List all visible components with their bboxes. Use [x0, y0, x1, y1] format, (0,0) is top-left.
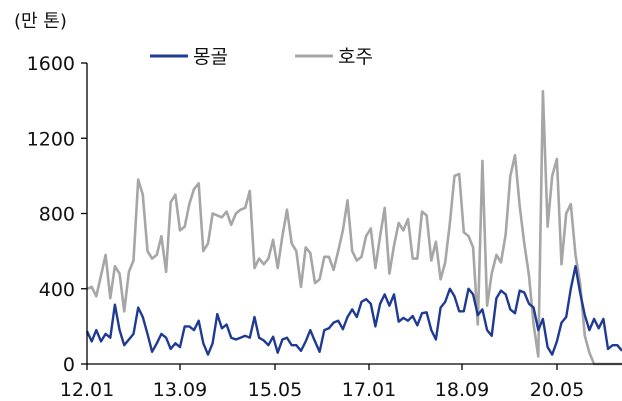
- y-tick-label: 800: [39, 204, 75, 226]
- y-tick-label: 1200: [27, 128, 75, 150]
- y-axis-unit-label: (만 톤): [14, 11, 67, 32]
- x-tick-label: 15.05: [248, 379, 302, 401]
- y-tick-label: 1600: [27, 53, 75, 75]
- y-tick-label: 0: [63, 354, 75, 376]
- x-tick-label: 18.09: [435, 379, 489, 401]
- series-layer: [85, 89, 622, 366]
- x-axis-ticks: 12.01 13.09 15.05 17.01 18.09 20.05: [60, 364, 584, 401]
- x-tick-label: 20.05: [530, 379, 584, 401]
- series-line-mongolia: [85, 265, 622, 356]
- y-axis-ticks: 0 400 800 1200 1600: [27, 53, 87, 376]
- series-line-australia: [86, 89, 622, 366]
- y-tick-label: 400: [39, 279, 75, 301]
- legend-label-mongolia: 몽골: [193, 46, 228, 68]
- legend: 몽골 호주: [150, 46, 373, 68]
- x-tick-label: 17.01: [342, 379, 396, 401]
- legend-label-australia: 호주: [338, 46, 373, 68]
- x-tick-label: 13.09: [153, 379, 207, 401]
- x-tick-label: 12.01: [60, 379, 114, 401]
